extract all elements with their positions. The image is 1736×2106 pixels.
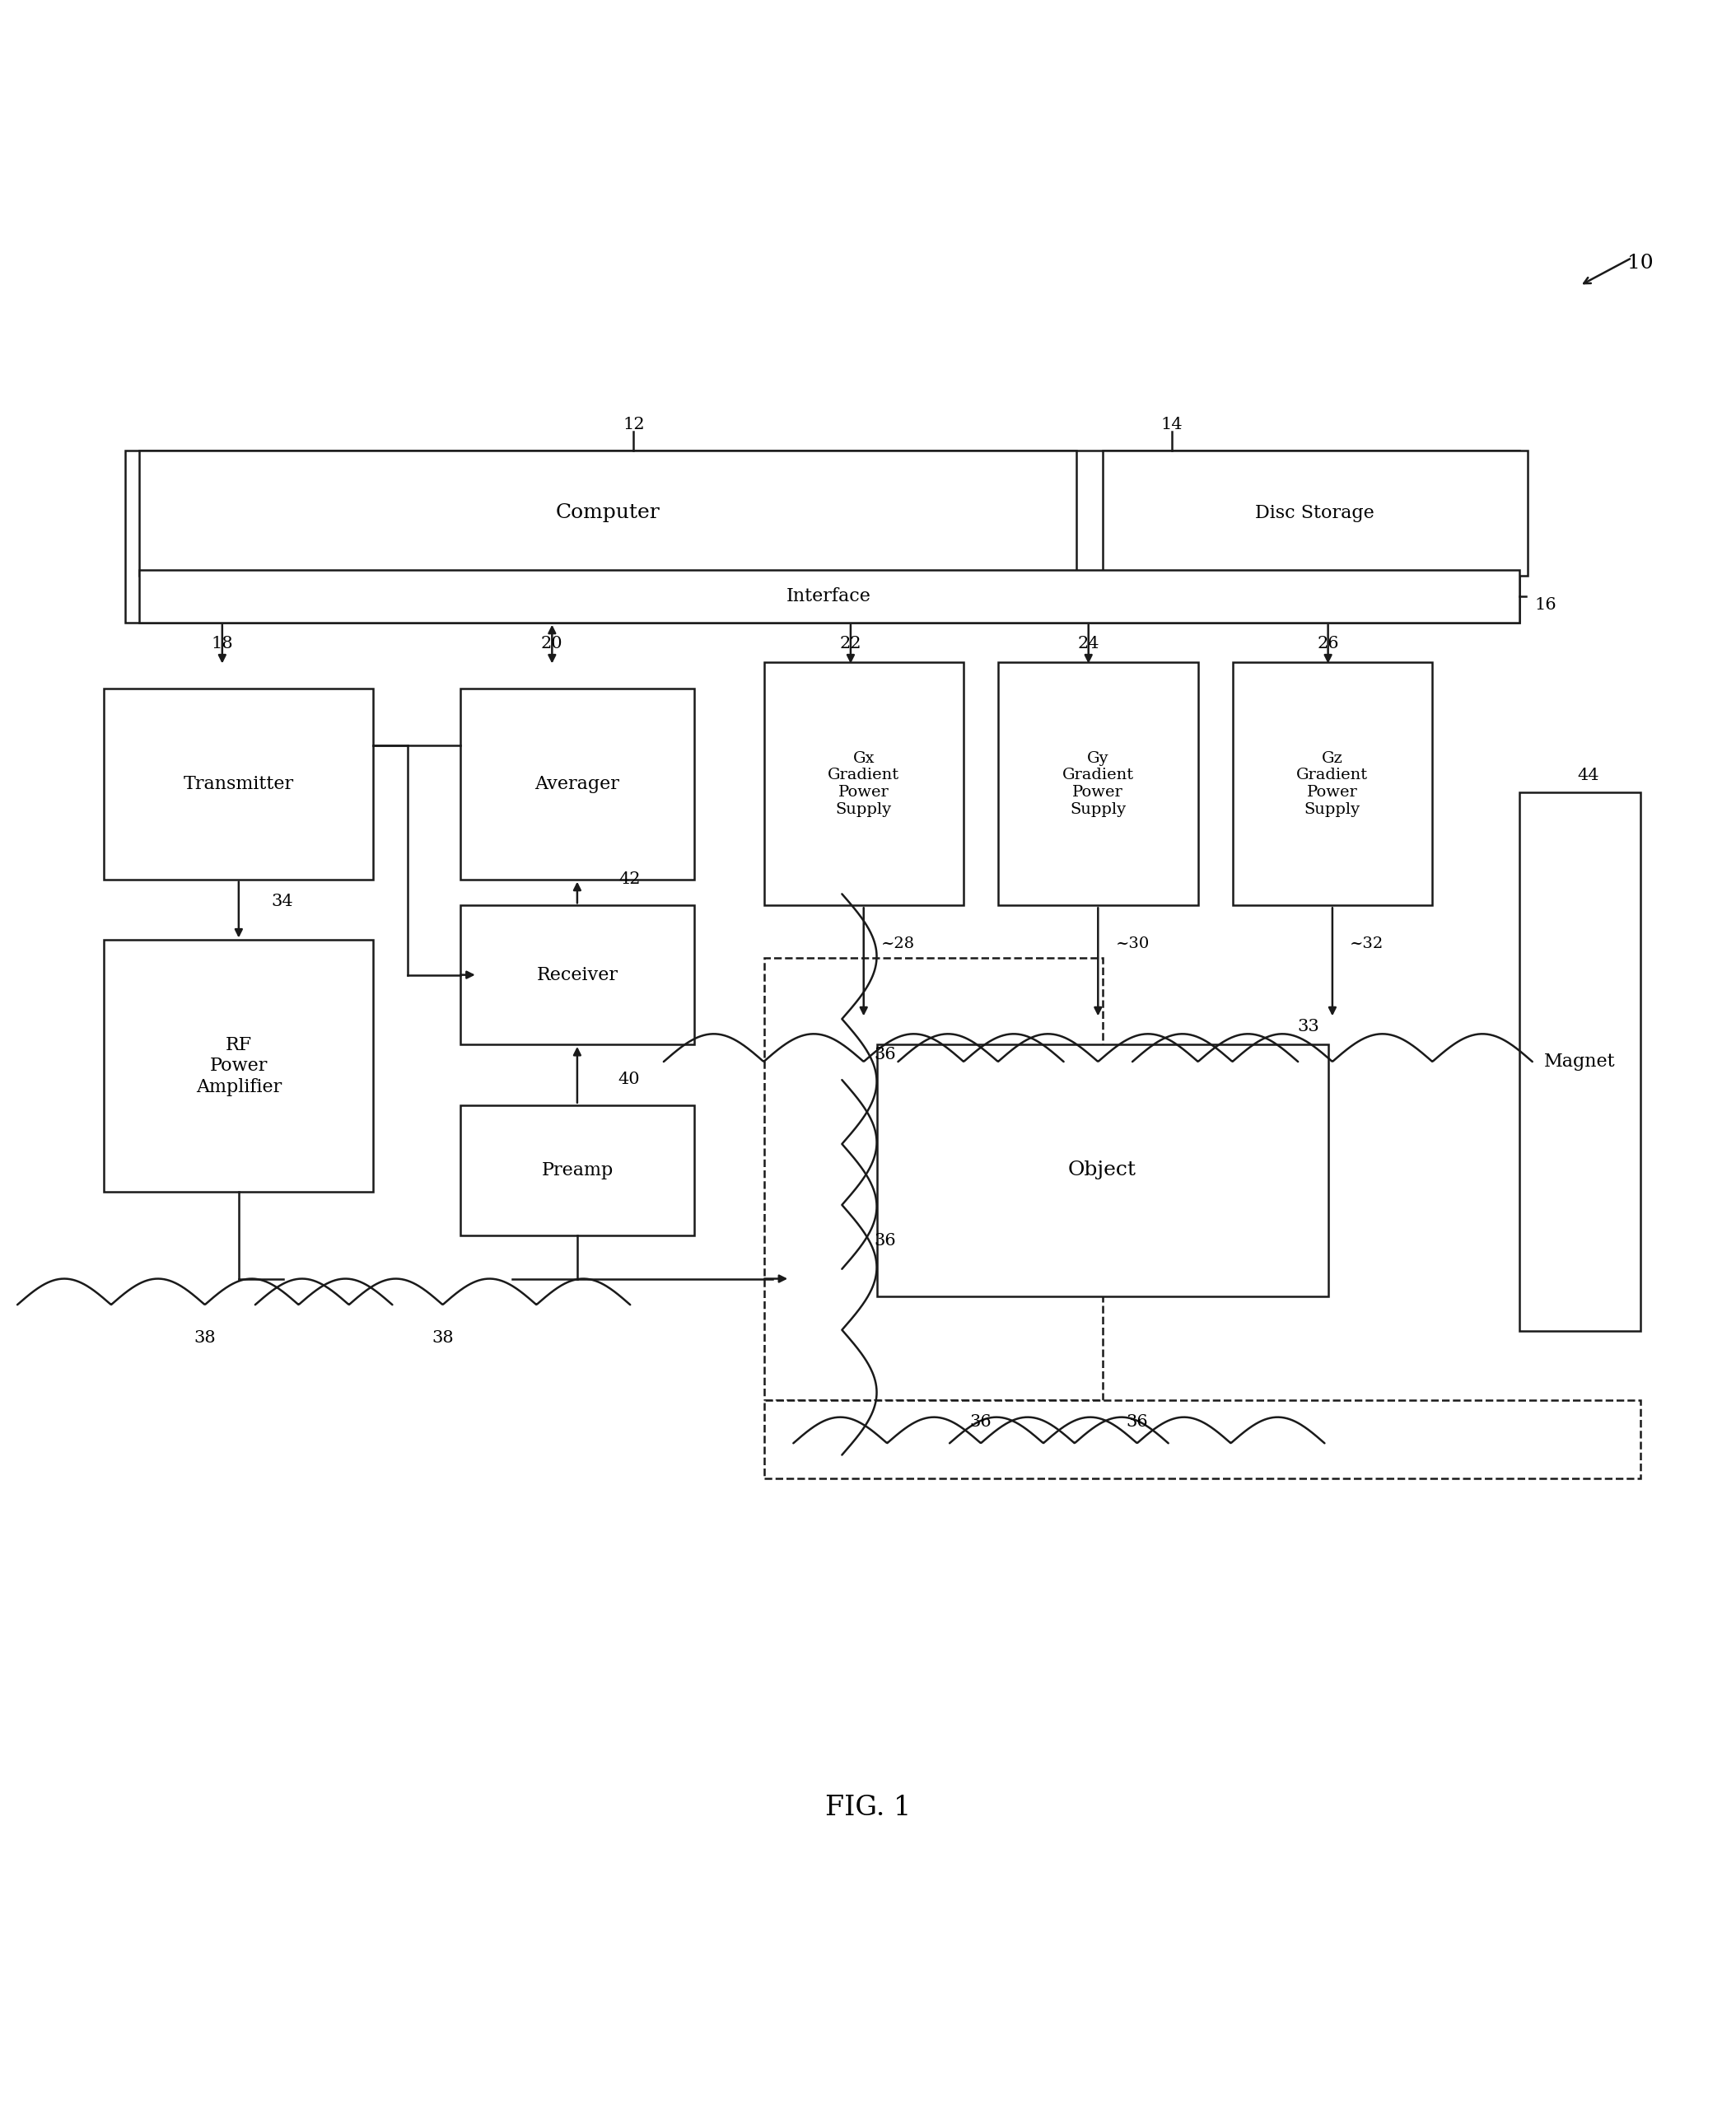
Text: Object: Object: [1068, 1160, 1137, 1179]
Text: Gx
Gradient
Power
Supply: Gx Gradient Power Supply: [828, 750, 899, 817]
Text: 36: 36: [875, 1232, 896, 1249]
FancyBboxPatch shape: [104, 939, 373, 1192]
Text: 42: 42: [618, 872, 641, 887]
Text: Gy
Gradient
Power
Supply: Gy Gradient Power Supply: [1062, 750, 1134, 817]
FancyBboxPatch shape: [104, 689, 373, 880]
FancyBboxPatch shape: [460, 689, 694, 880]
Text: 36: 36: [875, 1047, 896, 1064]
Text: 36: 36: [1127, 1415, 1147, 1430]
Text: 14: 14: [1161, 417, 1182, 432]
FancyBboxPatch shape: [139, 571, 1519, 623]
Text: ~28: ~28: [880, 937, 915, 952]
Text: FIG. 1: FIG. 1: [825, 1794, 911, 1822]
FancyBboxPatch shape: [998, 663, 1198, 906]
Text: 18: 18: [212, 636, 233, 651]
FancyBboxPatch shape: [764, 1400, 1641, 1478]
Text: Preamp: Preamp: [542, 1160, 613, 1179]
Text: 24: 24: [1078, 636, 1099, 651]
Text: ~32: ~32: [1351, 937, 1384, 952]
Text: 20: 20: [542, 636, 562, 651]
FancyBboxPatch shape: [1102, 451, 1528, 575]
Text: 34: 34: [271, 893, 293, 910]
Text: 22: 22: [840, 636, 861, 651]
Text: 40: 40: [618, 1072, 641, 1087]
Text: 38: 38: [432, 1329, 453, 1346]
Text: 26: 26: [1318, 636, 1338, 651]
FancyBboxPatch shape: [1233, 663, 1432, 906]
Text: 10: 10: [1627, 253, 1654, 272]
Text: 16: 16: [1535, 598, 1557, 613]
Text: Disc Storage: Disc Storage: [1255, 503, 1375, 522]
Text: Computer: Computer: [556, 503, 660, 522]
Text: 36: 36: [970, 1415, 991, 1430]
FancyBboxPatch shape: [125, 451, 1519, 623]
FancyBboxPatch shape: [877, 1045, 1328, 1295]
Text: Interface: Interface: [786, 588, 871, 604]
Text: Averager: Averager: [535, 775, 620, 794]
Text: Magnet: Magnet: [1543, 1053, 1616, 1070]
Text: 33: 33: [1297, 1019, 1319, 1034]
Text: Receiver: Receiver: [536, 967, 618, 984]
FancyBboxPatch shape: [1519, 792, 1641, 1331]
FancyBboxPatch shape: [460, 1106, 694, 1236]
Text: 44: 44: [1578, 767, 1599, 783]
FancyBboxPatch shape: [139, 451, 1076, 575]
Text: 38: 38: [194, 1329, 215, 1346]
FancyBboxPatch shape: [764, 958, 1102, 1400]
Text: 12: 12: [623, 417, 644, 432]
FancyBboxPatch shape: [764, 663, 963, 906]
Text: ~30: ~30: [1115, 937, 1149, 952]
Text: Gz
Gradient
Power
Supply: Gz Gradient Power Supply: [1297, 750, 1368, 817]
Text: RF
Power
Amplifier: RF Power Amplifier: [196, 1036, 281, 1095]
Text: Transmitter: Transmitter: [184, 775, 293, 794]
FancyBboxPatch shape: [460, 906, 694, 1045]
